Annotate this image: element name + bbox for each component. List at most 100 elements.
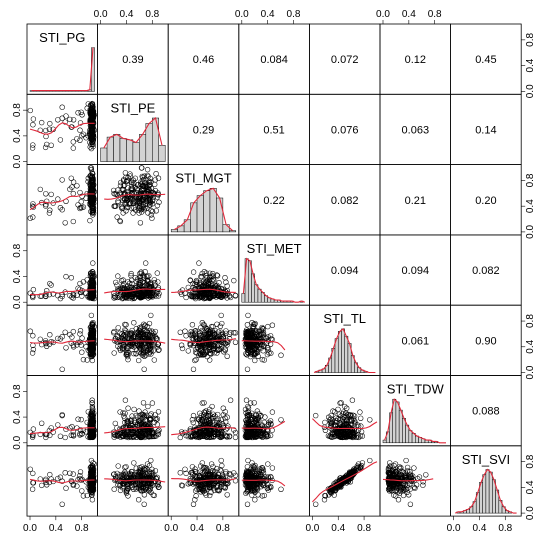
scatter-point (143, 412, 150, 418)
scatter-point (260, 348, 266, 354)
scatter-point (111, 434, 117, 440)
scatter-point (200, 293, 207, 300)
scatter-point (141, 173, 148, 179)
correlation-value: 0.51 (263, 124, 284, 136)
scatter-point (332, 409, 338, 415)
scatter-point (216, 419, 222, 426)
scatter-point (249, 320, 255, 326)
scatter-point (187, 277, 193, 283)
scatter-point (88, 476, 94, 482)
scatter-point (250, 463, 256, 469)
scatter-point (194, 279, 200, 286)
scatter-point (206, 433, 212, 440)
scatter-point (196, 260, 202, 266)
scatter-point (147, 346, 153, 352)
scatter-point (137, 220, 144, 226)
scatter-point (335, 484, 342, 490)
scatter-point (129, 340, 135, 346)
scatter-point (197, 292, 203, 298)
scatter-point (330, 417, 336, 423)
scatter-point (210, 433, 217, 439)
scatter-point (50, 291, 56, 297)
scatter-point (30, 122, 36, 128)
scatter-point (30, 214, 36, 220)
scatter-point (74, 342, 80, 348)
scatter-point (89, 109, 95, 116)
scatter-point (243, 470, 250, 477)
scatter-point (245, 312, 251, 319)
scatter-point (133, 434, 139, 440)
scatter-point (194, 336, 200, 342)
scatter-point (148, 280, 154, 286)
scatter-point (79, 488, 85, 494)
scatter-point (44, 343, 50, 349)
scatter-point (245, 403, 251, 410)
scatter-point (222, 485, 228, 491)
scatter-point (332, 422, 338, 428)
scatter-point (39, 420, 45, 426)
scatter-point (131, 200, 137, 207)
scatter-point (146, 273, 152, 279)
scatter-point (119, 205, 125, 212)
histogram-bar (216, 197, 224, 233)
scatter-point (346, 470, 353, 477)
scatter-point (30, 470, 36, 477)
scatter-point (212, 327, 218, 334)
scatter-point (80, 356, 87, 363)
scatter-point (148, 470, 154, 476)
scatter-point (59, 501, 65, 507)
scatter-point (218, 335, 224, 342)
scatter-point (142, 269, 148, 275)
scatter-point (150, 197, 156, 203)
scatter-point (265, 347, 271, 353)
scatter-point (62, 434, 68, 441)
scatter-point (55, 422, 61, 428)
scatter-point (218, 344, 224, 350)
scatter-point (111, 290, 117, 296)
scatter-point (123, 201, 129, 208)
scatter-point (247, 482, 253, 488)
scatter-point (63, 273, 69, 280)
scatter-point (90, 175, 96, 181)
scatter-point (133, 412, 139, 419)
scatter-point (30, 204, 37, 210)
variable-label: STI_MGT (175, 171, 231, 186)
scatter-point (249, 460, 255, 466)
scatter-point (88, 470, 95, 477)
scatter-point (141, 321, 147, 327)
scatter-point (203, 270, 209, 276)
scatter-point (114, 214, 120, 220)
scatter-point (252, 357, 258, 364)
scatter-point (74, 136, 80, 142)
scatter-point (140, 414, 146, 420)
scatter-point (156, 290, 162, 297)
scatter-point (69, 184, 75, 190)
scatter-point (337, 429, 343, 435)
smooth-line (241, 420, 286, 430)
scatter-point (335, 406, 341, 413)
scatter-point (267, 418, 274, 424)
scatter-point (47, 120, 53, 127)
scatter-point (246, 327, 252, 334)
scatter-point (144, 166, 151, 173)
scatter-point (246, 413, 252, 419)
smooth-line (241, 479, 286, 487)
scatter-point (254, 486, 261, 493)
correlation-value: 0.063 (402, 124, 430, 136)
scatter-point (43, 133, 49, 140)
scatter-point (88, 166, 95, 173)
scatter-point (252, 327, 258, 334)
scatter-point (183, 470, 189, 477)
scatter-point (77, 127, 83, 133)
scatter-point (253, 418, 259, 424)
scatter-point (89, 471, 95, 477)
scatter-point (67, 470, 73, 476)
scatter-point (146, 178, 153, 185)
scatter-point (142, 475, 149, 482)
scatter-point (150, 337, 156, 343)
scatter-point (146, 462, 153, 469)
scatter-point (268, 421, 274, 428)
scatter-point (89, 187, 96, 193)
scatter-point (77, 432, 83, 438)
scatter-point (42, 144, 49, 151)
